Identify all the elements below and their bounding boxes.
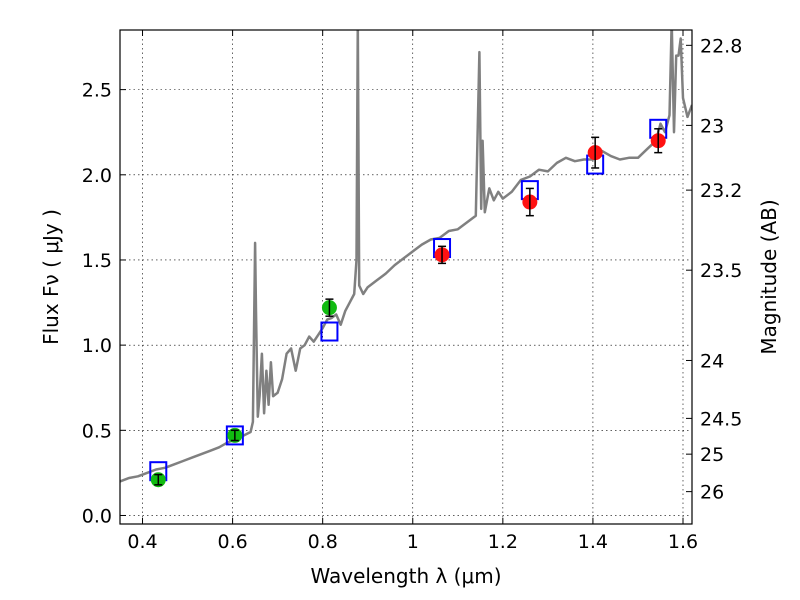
- x-tick-label: 1: [407, 531, 419, 553]
- x-tick-label: 1.4: [578, 531, 608, 553]
- magnitude-tick-label: 26: [700, 482, 724, 504]
- y-tick-label: 0.0: [82, 505, 112, 527]
- y-tick-label: 2.0: [82, 165, 112, 187]
- spectrum-line: [120, 30, 692, 483]
- magnitude-tick-label: 23.5: [700, 260, 742, 282]
- model-photometry-box: [225, 425, 244, 446]
- y-tick-label: 1.0: [82, 335, 112, 357]
- model-photometry-box: [320, 321, 339, 342]
- y-axis-title-right: Magnitude (AB): [757, 199, 781, 354]
- x-tick-label: 1.6: [668, 531, 698, 553]
- x-tick-label: 0.4: [127, 531, 157, 553]
- x-axis-title: Wavelength λ (μm): [310, 564, 501, 588]
- data-layer: [120, 30, 692, 488]
- magnitude-tick-label: 22.8: [700, 35, 742, 57]
- y-axis-title-left: Flux Fν ( μJy ): [39, 209, 63, 345]
- magnitude-tick-label: 23: [700, 115, 724, 137]
- magnitude-tick-label: 23.2: [700, 180, 742, 202]
- y-tick-label: 2.5: [82, 80, 112, 102]
- y-tick-label: 0.5: [82, 420, 112, 442]
- x-tick-label: 1.2: [488, 531, 518, 553]
- y-tick-label: 1.5: [82, 250, 112, 272]
- x-tick-label: 0.6: [217, 531, 247, 553]
- magnitude-tick-label: 25: [700, 444, 724, 466]
- x-tick-label: 0.8: [308, 531, 338, 553]
- grid: [120, 30, 692, 524]
- ticks: 0.4 0.6 0.8 1 1.2 1.4 1.6 0.0 0.5 1.0 1.5 2.0 2.5 22.…: [82, 30, 742, 553]
- magnitude-tick-label: 24.5: [700, 408, 742, 430]
- plot-frame: [119, 29, 693, 525]
- magnitude-tick-label: 24: [700, 350, 724, 372]
